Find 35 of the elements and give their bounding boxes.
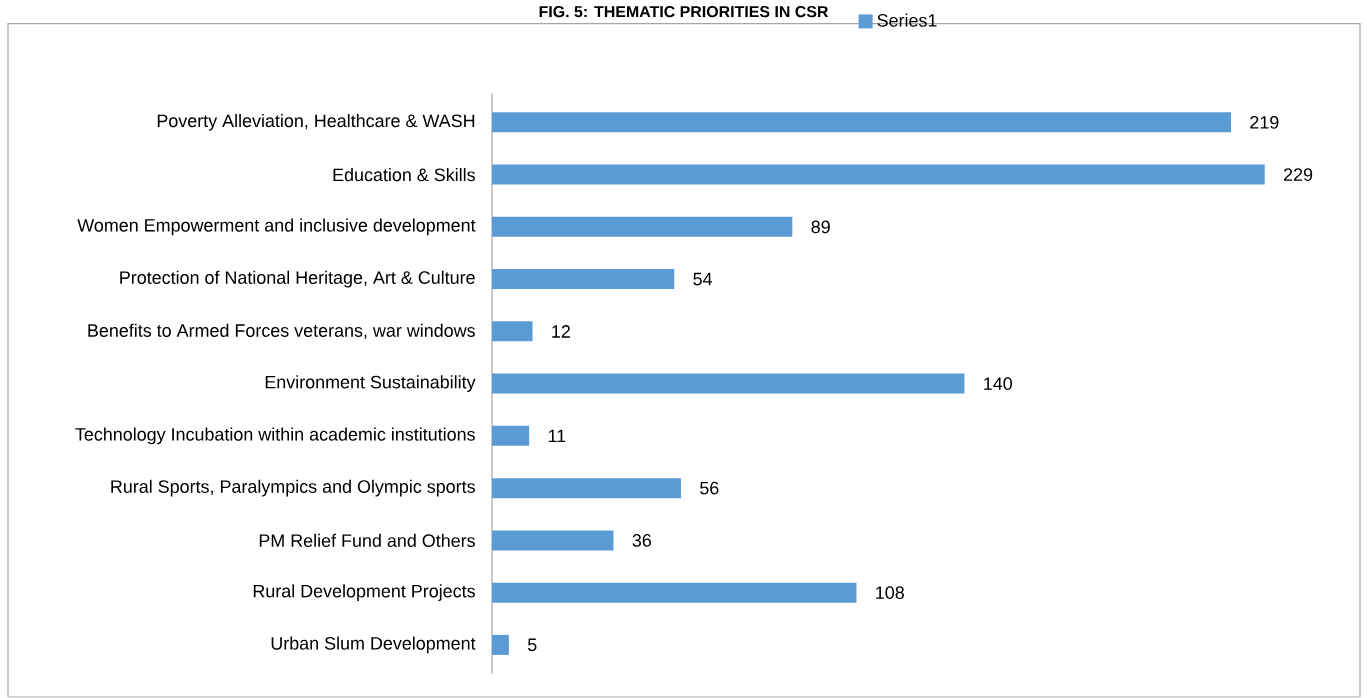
legend-label: Series1 xyxy=(877,13,937,27)
y-tick-label: Protection of National Heritage, Art & Culture xyxy=(120,270,475,288)
data-label: 36 xyxy=(632,534,652,547)
y-tick-label: Environment Sustainability xyxy=(265,375,476,393)
bar xyxy=(492,321,533,342)
y-tick-label: Urban Slum Development xyxy=(271,636,476,654)
bar xyxy=(492,530,614,551)
bar xyxy=(492,478,681,499)
bar xyxy=(492,112,1232,133)
data-label: 11 xyxy=(548,429,566,443)
data-label: 5 xyxy=(527,638,537,652)
data-label: 219 xyxy=(1250,116,1279,129)
y-tick-label: Benefits to Armed Forces veterans, war windows xyxy=(88,323,475,340)
data-label: 54 xyxy=(693,273,713,286)
data-label: 140 xyxy=(984,377,1013,391)
bar xyxy=(492,426,530,447)
bar xyxy=(492,164,1265,185)
data-label: 56 xyxy=(700,481,719,495)
data-label: 89 xyxy=(811,220,830,234)
chart-title: FIG. 5: THEMATIC PRIORITIES IN CSR xyxy=(539,6,829,18)
bar xyxy=(492,582,857,603)
y-tick-label: Poverty Alleviation, Healthcare & WASH xyxy=(157,114,475,131)
y-tick-label: Education & Skills xyxy=(333,168,475,182)
y-tick-label: Rural Development Projects xyxy=(253,584,475,602)
bar xyxy=(492,635,509,656)
data-label: 12 xyxy=(552,325,570,338)
bar xyxy=(492,373,965,394)
y-tick-label: Technology Incubation within academic institutions xyxy=(75,427,475,445)
bar xyxy=(492,217,793,238)
data-label: 108 xyxy=(876,586,904,600)
y-tick-label: PM Relief Fund and Others xyxy=(259,533,475,548)
bar xyxy=(492,269,675,290)
y-tick-label: Women Empowerment and inclusive development xyxy=(77,218,476,236)
data-label: 229 xyxy=(1284,168,1313,182)
y-tick-label: Rural Sports, Paralympics and Olympic sports xyxy=(111,479,475,497)
